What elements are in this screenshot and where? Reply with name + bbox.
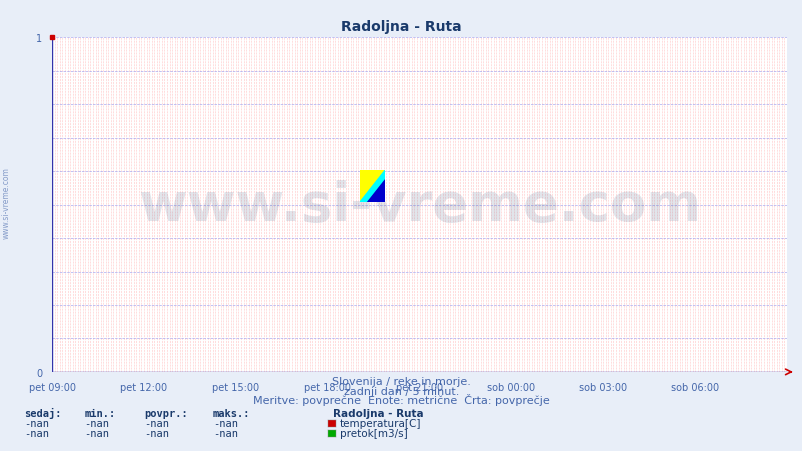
Polygon shape: [359, 170, 385, 203]
Text: -nan: -nan: [144, 418, 169, 428]
Text: Meritve: povprečne  Enote: metrične  Črta: povprečje: Meritve: povprečne Enote: metrične Črta:…: [253, 393, 549, 405]
Text: temperatura[C]: temperatura[C]: [339, 418, 420, 428]
Text: min.:: min.:: [84, 408, 115, 418]
Text: -nan: -nan: [84, 418, 109, 428]
Text: povpr.:: povpr.:: [144, 408, 188, 418]
Text: -nan: -nan: [24, 418, 49, 428]
Text: maks.:: maks.:: [213, 408, 250, 418]
Text: Radoljna - Ruta: Radoljna - Ruta: [341, 20, 461, 34]
Text: zadnji dan / 5 minut.: zadnji dan / 5 minut.: [343, 386, 459, 396]
Text: sedaj:: sedaj:: [24, 407, 62, 418]
Text: -nan: -nan: [84, 428, 109, 437]
Polygon shape: [359, 170, 385, 203]
Text: www.si-vreme.com: www.si-vreme.com: [138, 179, 700, 231]
Text: pretok[m3/s]: pretok[m3/s]: [339, 428, 407, 437]
Text: www.si-vreme.com: www.si-vreme.com: [2, 167, 11, 239]
Text: -nan: -nan: [213, 428, 237, 437]
Text: -nan: -nan: [213, 418, 237, 428]
Text: -nan: -nan: [24, 428, 49, 437]
Text: Radoljna - Ruta: Radoljna - Ruta: [333, 408, 423, 418]
Text: -nan: -nan: [144, 428, 169, 437]
Text: Slovenija / reke in morje.: Slovenija / reke in morje.: [332, 376, 470, 386]
Polygon shape: [367, 180, 385, 203]
